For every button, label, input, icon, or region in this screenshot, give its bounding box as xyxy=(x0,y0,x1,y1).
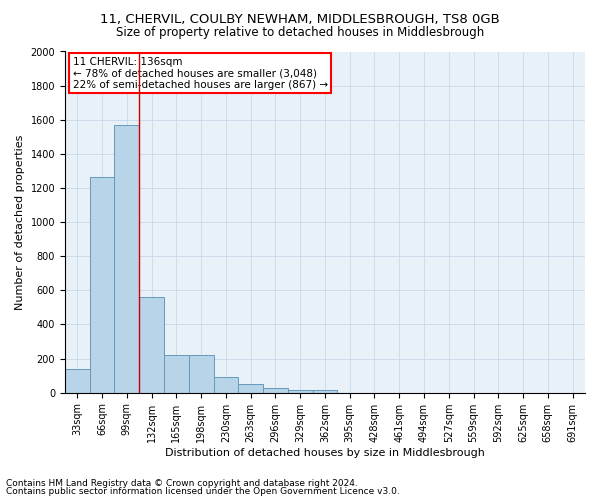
Bar xyxy=(164,355,189,393)
Bar xyxy=(115,125,139,392)
Text: Size of property relative to detached houses in Middlesbrough: Size of property relative to detached ho… xyxy=(116,26,484,39)
Bar xyxy=(288,390,313,392)
Bar xyxy=(139,297,164,392)
Bar xyxy=(89,177,115,392)
Bar xyxy=(313,390,337,392)
Bar xyxy=(65,369,89,392)
Text: Contains HM Land Registry data © Crown copyright and database right 2024.: Contains HM Land Registry data © Crown c… xyxy=(6,478,358,488)
Text: Contains public sector information licensed under the Open Government Licence v3: Contains public sector information licen… xyxy=(6,487,400,496)
Text: 11, CHERVIL, COULBY NEWHAM, MIDDLESBROUGH, TS8 0GB: 11, CHERVIL, COULBY NEWHAM, MIDDLESBROUG… xyxy=(100,12,500,26)
Bar xyxy=(263,388,288,392)
Bar xyxy=(238,384,263,392)
Bar xyxy=(189,355,214,393)
X-axis label: Distribution of detached houses by size in Middlesbrough: Distribution of detached houses by size … xyxy=(165,448,485,458)
Y-axis label: Number of detached properties: Number of detached properties xyxy=(15,134,25,310)
Text: 11 CHERVIL: 136sqm
← 78% of detached houses are smaller (3,048)
22% of semi-deta: 11 CHERVIL: 136sqm ← 78% of detached hou… xyxy=(73,56,328,90)
Bar xyxy=(214,377,238,392)
